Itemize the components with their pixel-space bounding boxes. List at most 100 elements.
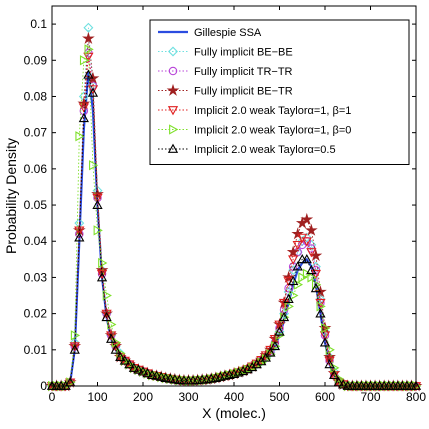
data-point [78, 103, 89, 113]
data-point [328, 369, 340, 380]
data-point [292, 261, 303, 271]
x-tick-label: 0 [49, 390, 56, 404]
axis-ticks: 0 100 200 300 400 500 600 700 800 0 0.01 0.02 0.03 0.… [24, 6, 426, 404]
data-point [286, 245, 300, 258]
y-tick-label: 0.08 [24, 89, 48, 103]
data-point [93, 225, 103, 236]
data-point [306, 248, 317, 258]
data-point [305, 223, 318, 236]
legend-item: Implicit 2.0 weak Taylorα=1, β=0 [158, 124, 351, 137]
data-point [84, 44, 94, 55]
data-point [324, 358, 335, 369]
data-point [310, 282, 322, 293]
plot-frame [51, 5, 417, 387]
data-point [137, 366, 149, 376]
y-tick-label: 0.03 [24, 270, 48, 284]
legend: Gillespie SSA Fully implicit BE−BE Fully i… [149, 19, 410, 165]
data-point [160, 372, 171, 382]
data-point [301, 254, 312, 264]
y-tick-label: 0.05 [24, 198, 48, 212]
data-point [288, 275, 299, 285]
y-tick-label: 0.01 [24, 343, 48, 357]
data-point [316, 301, 326, 312]
data-point [274, 326, 285, 336]
data-point [298, 272, 308, 283]
data-point [278, 311, 290, 322]
x-tick-label: 500 [269, 390, 289, 404]
data-point [106, 333, 117, 343]
data-point [74, 232, 85, 242]
data-point [96, 269, 108, 280]
data-point [133, 364, 144, 374]
legend-item: Fully implicit BE−BE [158, 47, 293, 59]
data-point [110, 344, 121, 354]
legend-item: Fully implicit TR−TR [158, 66, 293, 78]
x-tick-label: 400 [224, 390, 244, 404]
data-point [165, 373, 176, 383]
data-point [79, 55, 90, 66]
data-point [315, 308, 326, 318]
data-point [101, 311, 112, 322]
x-axis-label: X (molec.) [202, 405, 266, 421]
data-point [284, 301, 294, 312]
data-point [96, 272, 108, 282]
legend-label: Implicit 2.0 weak Taylorα=1, β=1 [194, 105, 351, 117]
data-point [319, 337, 331, 347]
data-point [78, 112, 89, 123]
data-point [102, 290, 112, 301]
data-point [265, 347, 276, 357]
data-point [324, 356, 335, 366]
data-point [307, 272, 317, 283]
data-point [166, 373, 176, 384]
y-axis-label: Probability Density [3, 138, 19, 254]
data-point [321, 322, 331, 334]
data-point [87, 85, 99, 95]
data-point [101, 309, 112, 319]
x-tick-label: 100 [87, 390, 107, 404]
data-point [251, 358, 262, 369]
data-point [280, 312, 290, 323]
legend-label: Fully implicit TR−TR [194, 66, 293, 78]
data-point [282, 270, 295, 283]
data-point [70, 330, 81, 341]
legend-label: Gillespie SSA [194, 27, 262, 39]
y-tick-label: 0.04 [24, 234, 48, 248]
data-point [151, 370, 162, 380]
data-point [291, 227, 305, 240]
data-point [119, 355, 130, 365]
data-point [283, 293, 294, 304]
data-point [242, 364, 253, 374]
data-point [77, 97, 91, 110]
data-point [115, 351, 126, 361]
legend-item: Implicit 2.0 weak Taylorα=1, β=1 [158, 105, 351, 117]
data-point [237, 365, 249, 376]
data-point [106, 331, 117, 341]
data-point [82, 31, 95, 44]
data-point [300, 212, 314, 225]
data-point [319, 331, 331, 341]
legend-item: Gillespie SSA [158, 27, 262, 39]
data-point [75, 131, 85, 142]
legend-label: Fully implicit BE−TR [194, 86, 293, 98]
legend-box [149, 19, 410, 165]
data-point [170, 374, 181, 385]
data-point [247, 361, 258, 372]
data-point [124, 358, 135, 369]
data-point [69, 344, 80, 354]
legend-label: Fully implicit BE−BE [194, 47, 293, 59]
data-point [69, 342, 80, 352]
data-point [288, 255, 299, 265]
data-point [161, 372, 172, 384]
legend-label: Implicit 2.0 weak Taylorα=0.5 [194, 144, 336, 156]
x-tick-label: 700 [360, 390, 380, 404]
data-point [83, 69, 94, 79]
y-tick-label: 0 [40, 379, 47, 393]
data-point [142, 368, 153, 378]
data-point [152, 370, 162, 382]
y-tick-label: 0.07 [24, 126, 48, 140]
data-point [92, 199, 103, 209]
legend-item: Implicit 2.0 weak Taylorα=0.5 [158, 143, 336, 156]
legend-marker [168, 46, 178, 57]
legend-label: Implicit 2.0 weak Taylorα=1, β=0 [194, 125, 351, 137]
